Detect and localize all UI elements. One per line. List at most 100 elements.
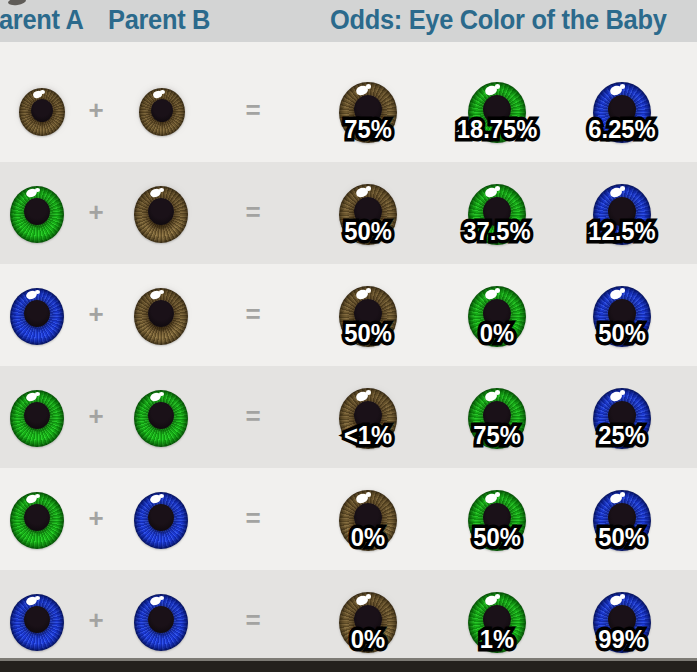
blue-eye-icon	[134, 594, 188, 651]
eye-highlight-small	[366, 390, 372, 395]
eye-pupil	[24, 504, 50, 531]
odds-value-text: 1%	[480, 625, 514, 653]
blue-eye-icon	[10, 594, 64, 651]
odds-value: 50%50%	[598, 525, 646, 549]
plus-operator: +	[88, 503, 103, 534]
odds-value-text: 12.5%	[588, 217, 655, 245]
odds-value-text: 6.25%	[588, 115, 655, 143]
odds-value: <1%<1%	[344, 423, 392, 447]
equals-operator: =	[245, 95, 260, 126]
odds-value: 37.5%37.5%	[463, 219, 530, 243]
eye-highlight-small	[159, 596, 164, 601]
odds-value-text: 25%	[598, 421, 646, 449]
eye-highlight-small	[620, 390, 626, 395]
eye-highlight-small	[495, 492, 501, 497]
odds-value-text: 0%	[351, 625, 385, 653]
odds-value-text: <1%	[344, 421, 392, 449]
odds-value-text: 99%	[598, 625, 646, 653]
eye-highlight-small	[366, 492, 372, 497]
eye-highlight-small	[35, 290, 40, 295]
odds-value: 0%0%	[480, 321, 514, 345]
odds-value: 75%75%	[344, 117, 392, 141]
blue-eye-icon	[134, 492, 188, 549]
green-eye-icon	[10, 186, 64, 243]
green-eye-icon	[10, 492, 64, 549]
eye-highlight-small	[495, 288, 501, 293]
eye-highlight-small	[366, 288, 372, 293]
plus-operator: +	[88, 95, 103, 126]
equals-operator: =	[245, 605, 260, 636]
odds-value-text: 75%	[473, 421, 521, 449]
bottom-bar	[0, 658, 697, 672]
odds-value: 6.25%6.25%	[588, 117, 655, 141]
odds-value: 50%50%	[598, 321, 646, 345]
eye-highlight-small	[160, 90, 165, 94]
odds-value: 75%75%	[473, 423, 521, 447]
odds-value: 50%50%	[473, 525, 521, 549]
eye-pupil	[151, 99, 173, 122]
parent-a-column-header: arent A	[0, 5, 84, 36]
eye-highlight-small	[35, 392, 40, 397]
eye-pupil	[24, 402, 50, 429]
plus-operator: +	[88, 605, 103, 636]
eye-highlight-small	[366, 594, 372, 599]
odds-value: 50%50%	[344, 321, 392, 345]
plus-operator: +	[88, 299, 103, 330]
eye-highlight-small	[620, 492, 626, 497]
odds-value-text: 37.5%	[463, 217, 530, 245]
eye-color-odds-chart: arent A Parent B Odds: Eye Color of the …	[0, 0, 697, 672]
odds-column-header: Odds: Eye Color of the Baby	[330, 5, 666, 36]
eye-highlight-small	[35, 494, 40, 499]
odds-value: 0%0%	[351, 627, 385, 651]
odds-value-text: 0%	[351, 523, 385, 551]
odds-value: 1%1%	[480, 627, 514, 651]
plus-operator: +	[88, 197, 103, 228]
blue-eye-icon	[10, 288, 64, 345]
eye-highlight-small	[159, 290, 164, 295]
odds-value: 0%0%	[351, 525, 385, 549]
green-eye-icon	[10, 390, 64, 447]
eye-highlight-small	[35, 596, 40, 601]
odds-value: 50%50%	[344, 219, 392, 243]
eye-highlight-small	[620, 288, 626, 293]
eye-highlight-small	[40, 90, 45, 94]
odds-value-text: 18.75%	[457, 115, 538, 143]
eye-highlight-small	[495, 186, 501, 191]
odds-value-text: 75%	[344, 115, 392, 143]
eye-highlight-small	[35, 188, 40, 193]
eye-highlight-small	[620, 84, 626, 89]
parent-b-column-header: Parent B	[108, 5, 210, 36]
odds-value-text: 50%	[344, 217, 392, 245]
odds-value: 25%25%	[598, 423, 646, 447]
eye-highlight-small	[159, 392, 164, 397]
eye-highlight-small	[495, 594, 501, 599]
equals-operator: =	[245, 197, 260, 228]
eye-pupil	[24, 606, 50, 633]
eye-pupil	[148, 402, 174, 429]
eye-highlight-small	[366, 84, 372, 89]
odds-value-text: 50%	[598, 319, 646, 347]
eye-pupil	[24, 198, 50, 225]
eye-pupil	[148, 504, 174, 531]
brown-eye-icon	[134, 186, 188, 243]
eye-highlight-small	[159, 494, 164, 499]
eye-highlight-small	[159, 188, 164, 193]
eye-highlight-small	[620, 594, 626, 599]
equals-operator: =	[245, 401, 260, 432]
odds-value: 18.75%18.75%	[457, 117, 538, 141]
eye-highlight-small	[366, 186, 372, 191]
brown-eye-icon	[134, 288, 188, 345]
odds-value: 99%99%	[598, 627, 646, 651]
eye-pupil	[31, 99, 53, 122]
eye-pupil	[24, 300, 50, 327]
odds-value-text: 50%	[598, 523, 646, 551]
green-eye-icon	[134, 390, 188, 447]
odds-value: 12.5%12.5%	[588, 219, 655, 243]
eye-pupil	[148, 198, 174, 225]
brown-eye-icon	[19, 88, 65, 136]
eye-highlight-small	[620, 186, 626, 191]
eye-pupil	[148, 300, 174, 327]
brown-eye-icon	[139, 88, 185, 136]
eye-highlight-small	[495, 84, 501, 89]
odds-value-text: 50%	[473, 523, 521, 551]
